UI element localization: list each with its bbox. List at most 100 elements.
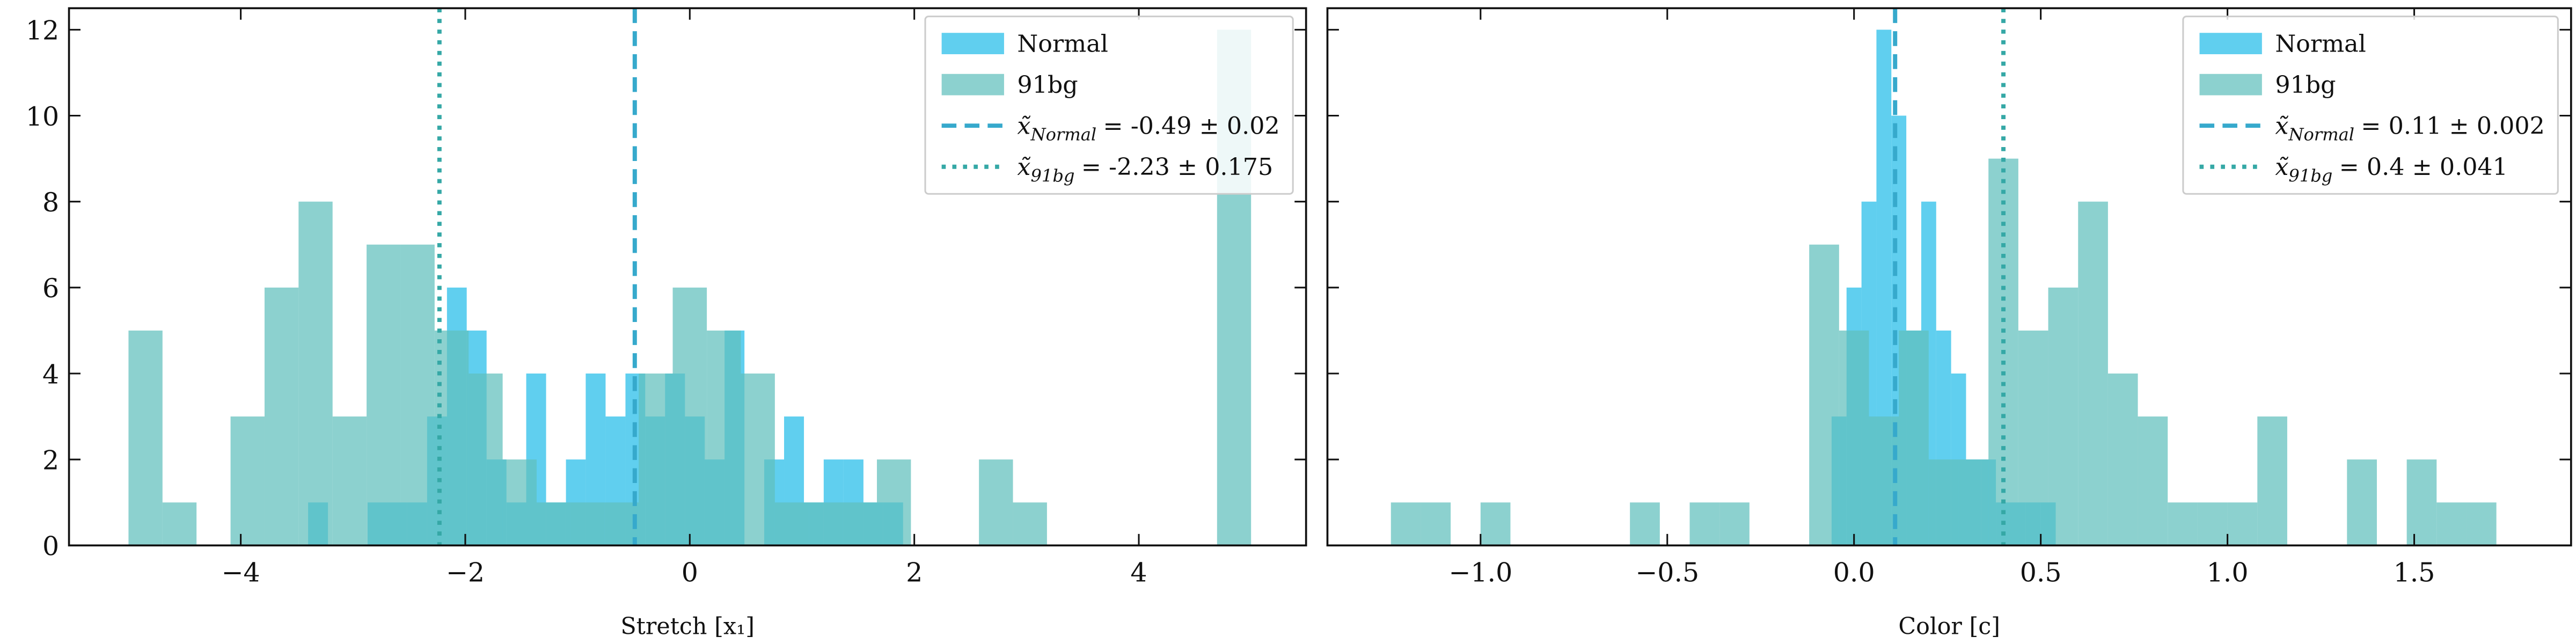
x-tick-label: −2 xyxy=(446,558,485,588)
y-tick-label: 6 xyxy=(42,273,59,304)
histogram-bar xyxy=(162,502,197,546)
histogram-bar xyxy=(2257,416,2287,546)
legend-swatch xyxy=(941,74,1004,96)
histogram-bar xyxy=(1421,502,1451,546)
legend-symbol: x̃ xyxy=(1017,153,1030,181)
histogram-bar xyxy=(1899,330,1929,546)
histogram-bar xyxy=(502,459,537,546)
y-tick-label: 10 xyxy=(26,101,59,132)
histogram-bar xyxy=(2048,287,2079,546)
histogram-bar xyxy=(298,201,333,546)
histogram-bar xyxy=(1391,502,1421,546)
histogram-bar xyxy=(639,374,673,546)
x-tick-label: 2 xyxy=(906,558,923,588)
axes-frame xyxy=(68,7,1307,547)
histogram-bar xyxy=(876,459,911,546)
x-tick-label: 0 xyxy=(682,558,698,588)
legend-label: x̃Normal = -0.49 ± 0.02 xyxy=(1017,112,1279,144)
legend-subscript: Normal xyxy=(2288,125,2354,145)
y-tick-label: 12 xyxy=(26,16,59,46)
x-tick-label: 1.5 xyxy=(2394,558,2435,588)
histogram-bar xyxy=(2227,502,2258,546)
legend-swatch xyxy=(2199,74,2262,96)
legend-symbol: x̃ xyxy=(2275,112,2288,140)
legend-label: 91bg xyxy=(2275,71,2336,99)
legend-label: x̃Normal = 0.11 ± 0.002 xyxy=(2275,112,2545,144)
x-tick-label: 0.0 xyxy=(1833,558,1875,588)
y-tick-label: 2 xyxy=(42,445,59,476)
histogram-bar xyxy=(1809,244,1839,546)
histogram-bar xyxy=(672,287,707,546)
x-tick-label: −1.0 xyxy=(1448,558,1512,588)
legend-symbol: x̃ xyxy=(2275,153,2288,181)
histogram-bar xyxy=(2138,416,2168,546)
axes-frame xyxy=(1326,7,2572,547)
histogram-bar xyxy=(2107,374,2138,546)
histogram-bar xyxy=(1480,502,1511,546)
histogram-bar xyxy=(264,287,299,546)
histogram-bar xyxy=(400,244,435,546)
histogram-bar xyxy=(774,502,809,546)
legend-symbol: x̃ xyxy=(1017,112,1030,140)
histogram-bar xyxy=(230,416,265,546)
histogram-bar xyxy=(707,330,741,546)
histogram-bar xyxy=(843,502,877,546)
histogram-bar xyxy=(2347,459,2377,546)
y-tick-label: 0 xyxy=(42,531,59,562)
histogram-bar xyxy=(332,416,367,546)
legend-box xyxy=(924,16,1294,195)
x-tick-label: 1.0 xyxy=(2207,558,2249,588)
x-axis-label: Color [c] xyxy=(1898,613,2000,640)
histogram-bar xyxy=(1958,459,1989,546)
histogram-bar xyxy=(1630,502,1660,546)
legend-label: x̃91bg = -2.23 ± 0.175 xyxy=(1017,153,1273,186)
histogram-bar xyxy=(2406,459,2437,546)
legend-swatch xyxy=(2199,33,2262,55)
histogram-bar xyxy=(2168,502,2198,546)
histogram-bar xyxy=(2197,502,2228,546)
histogram-bar xyxy=(1928,459,1959,546)
histogram-bar xyxy=(2018,330,2048,546)
legend-label: x̃91bg = 0.4 ± 0.041 xyxy=(2275,153,2508,186)
legend-swatch xyxy=(941,33,1004,55)
histogram-bar xyxy=(809,502,843,546)
x-axis-label: Stretch [x₁] xyxy=(620,613,755,640)
legend-subscript: Normal xyxy=(1030,125,1096,145)
histogram-bar xyxy=(128,330,163,546)
legend-text: = 0.11 ± 0.002 xyxy=(2361,112,2545,140)
histogram-bar xyxy=(2466,502,2497,546)
legend-subscript: 91bg xyxy=(2288,165,2332,186)
histogram-bar xyxy=(1839,330,1869,546)
histogram-bar xyxy=(469,374,503,546)
legend-box xyxy=(2182,16,2559,195)
histogram-bar xyxy=(570,502,605,546)
legend-text: = -0.49 ± 0.02 xyxy=(1103,112,1279,140)
histogram-bar xyxy=(741,374,775,546)
histogram-bar xyxy=(536,502,571,546)
x-tick-label: 4 xyxy=(1130,558,1147,588)
histogram-bar xyxy=(1013,502,1047,546)
legend-label: Normal xyxy=(1017,30,1108,57)
x-tick-label: 0.5 xyxy=(2020,558,2062,588)
histogram-bar xyxy=(979,459,1013,546)
x-tick-label: −0.5 xyxy=(1635,558,1699,588)
legend-subscript: 91bg xyxy=(1030,165,1074,186)
histogram-bar xyxy=(1719,502,1750,546)
histogram-bar xyxy=(2078,201,2108,546)
legend-text: = -2.23 ± 0.175 xyxy=(1081,153,1274,181)
legend-label: Normal xyxy=(2275,30,2366,57)
histogram-bar xyxy=(2436,502,2467,546)
legend-text: = 0.4 ± 0.041 xyxy=(2339,153,2508,181)
legend-label: 91bg xyxy=(1017,71,1078,99)
x-tick-label: −4 xyxy=(222,558,260,588)
y-tick-label: 4 xyxy=(42,359,59,390)
histogram-bar xyxy=(367,244,401,546)
y-tick-label: 8 xyxy=(42,187,59,218)
histogram-bar xyxy=(1689,502,1720,546)
